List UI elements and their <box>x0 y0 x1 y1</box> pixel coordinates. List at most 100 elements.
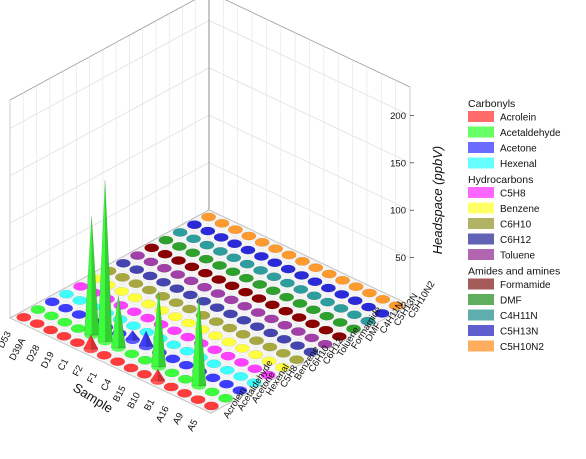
cone-mark-C4-C5H8 <box>167 326 182 336</box>
cone-mark-C1-Formamide <box>251 294 267 303</box>
cone-mark-F1-C5H10N2 <box>281 250 297 260</box>
x-tick-label: F1 <box>85 370 100 385</box>
floor-gridline <box>180 225 382 321</box>
cone-mark-A5-C5H10N2 <box>388 301 404 311</box>
legend-swatch <box>468 340 494 352</box>
cone-mark-B10-Toluene <box>264 314 279 324</box>
cone-mark-D19-Benzene <box>127 293 143 303</box>
cone-mark-B15-Acrolein <box>137 369 152 379</box>
cone-mark-B10-Acetone <box>178 360 194 370</box>
floor-gridline <box>9 317 212 414</box>
x-tick-label: A5 <box>185 418 200 433</box>
cone-mark-B15-C4H11N <box>293 285 309 294</box>
cone-mark-A16-DMF <box>319 311 335 321</box>
cone-mark-F1-C6H12 <box>196 296 212 306</box>
cone-mark-A9-Benzene <box>261 356 277 366</box>
cone-mark-D28-Acetone <box>71 310 87 319</box>
cone-mark-F1-Toluene <box>210 289 226 298</box>
data-marks <box>16 180 404 411</box>
cone-mark-A5-C5H13N <box>374 309 390 318</box>
cone-mark-A5-Hexenal <box>246 378 262 388</box>
cone-mark-B15-C5H13N <box>307 277 323 287</box>
cone-mark-D19-C6H12 <box>156 277 171 287</box>
cone-mark-D53-Toluene <box>130 251 145 260</box>
legend-item-label: Formamide <box>500 280 551 291</box>
cone-mark-A5-C6H12 <box>303 347 319 357</box>
cone-mark-D39A-Acetaldehyde <box>44 311 59 321</box>
floor-gridline <box>194 217 396 313</box>
cone-mark-D1-C5H10N2 <box>254 237 270 247</box>
cone-mark-D39A-C4H11N <box>186 234 201 244</box>
legend-swatch <box>468 278 494 290</box>
legend-swatch <box>468 233 494 245</box>
legend-group-title: Hydrocarbons <box>468 174 533 186</box>
cone-mark-F1-Acetaldehyde <box>110 295 126 352</box>
floor-gridline <box>24 310 226 406</box>
cone-mark-D39A-Formamide <box>157 249 173 259</box>
cone-mark-D28-Toluene <box>156 263 172 273</box>
cone-mark-D28-C6H12 <box>142 271 158 281</box>
cone-mark-A16-C5H8 <box>234 358 249 367</box>
x-tick-label: B1 <box>142 397 157 412</box>
z-gridline <box>9 67 210 177</box>
cone-mark-B15-Acetaldehyde <box>151 290 167 371</box>
legend-item-label: C5H10N2 <box>500 342 544 353</box>
cone-mark-A5-Toluene <box>317 339 333 349</box>
cone-mark-D39A-Acrolein <box>29 319 45 329</box>
cone-mark-D39A-C6H10 <box>115 272 130 282</box>
legend-swatch <box>468 309 494 321</box>
cone-mark-A9-C6H10 <box>275 348 291 358</box>
floor-gridline <box>137 248 340 344</box>
cone-mark-D1-Toluene <box>183 276 199 286</box>
cone-mark-D28-Benzene <box>114 287 130 296</box>
cone-mark-D1-C5H13N <box>240 245 256 255</box>
cone-mark-D53-C5H8 <box>73 282 89 291</box>
cone-mark-D19-C6H10 <box>141 285 157 295</box>
cone-mark-D1-DMF <box>212 261 227 270</box>
cone-mark-A5-C5H8 <box>260 370 276 380</box>
cone-mark-A9-Acrolein <box>190 395 206 405</box>
legend-item-label: Hexenal <box>500 159 537 170</box>
x-tick-label: C4 <box>99 377 114 393</box>
cone-mark-B10-Formamide <box>278 306 294 316</box>
cone-mark-C1-DMF <box>265 286 281 296</box>
cone-mark-C1-C5H13N <box>294 271 309 280</box>
cone-mark-D39A-Acetone <box>58 303 74 313</box>
cone-mark-D28-Acetaldehyde <box>57 317 73 327</box>
floor-gridline <box>95 271 297 367</box>
cone-mark-B10-C5H13N <box>320 283 336 293</box>
cone-mark-D53-Formamide <box>144 243 160 253</box>
z-tick-label: 100 <box>390 206 406 217</box>
floor-gridline <box>166 232 368 329</box>
cone-mark-C1-C4H11N <box>279 278 295 288</box>
cone-mark-D28-C5H13N <box>213 233 229 242</box>
legend: Carbonyls Acrolein Acetaldehyde Acetone Hexe… <box>468 98 561 353</box>
cone-mark-D19-C5H10N2 <box>241 231 257 241</box>
cone-mark-B10-C6H12 <box>249 322 265 332</box>
cone-mark-A9-Formamide <box>318 325 334 335</box>
cone-mark-A9-C4H11N <box>346 310 362 320</box>
cone-mark-A16-Acetone <box>205 373 221 383</box>
x-tick-label: A9 <box>171 411 186 426</box>
z-gridline <box>9 20 210 129</box>
legend-item-label: Benzene <box>500 204 540 215</box>
cone-mark-F2-Acrolein <box>83 334 99 354</box>
x-tick-label: A16 <box>154 404 172 424</box>
legend-group-title: Carbonyls <box>468 98 515 110</box>
cone-mark-D1-C5H8 <box>126 307 142 317</box>
legend-swatch <box>468 202 494 214</box>
cone-mark-D1-C6H12 <box>169 284 185 294</box>
cone-mark-A5-C6H10 <box>289 355 305 365</box>
cone-mark-C4-Benzene <box>181 318 197 328</box>
cone-mark-A5-Acrolein <box>204 401 219 411</box>
cone-mark-A16-Acetaldehyde <box>191 295 207 390</box>
legend-swatch <box>468 294 494 305</box>
legend-item-label: DMF <box>500 296 522 307</box>
z-tick-label: 0 <box>401 301 406 312</box>
cone-mark-A5-C4H11N <box>360 316 376 326</box>
cone-mark-D53-C5H13N <box>186 220 202 230</box>
cone-mark-B10-Acrolein <box>150 368 166 385</box>
cone-mark-C4-C5H13N <box>280 264 296 274</box>
cone-mark-B1-Acetaldehyde <box>178 374 193 384</box>
floor-gridline <box>80 279 283 375</box>
